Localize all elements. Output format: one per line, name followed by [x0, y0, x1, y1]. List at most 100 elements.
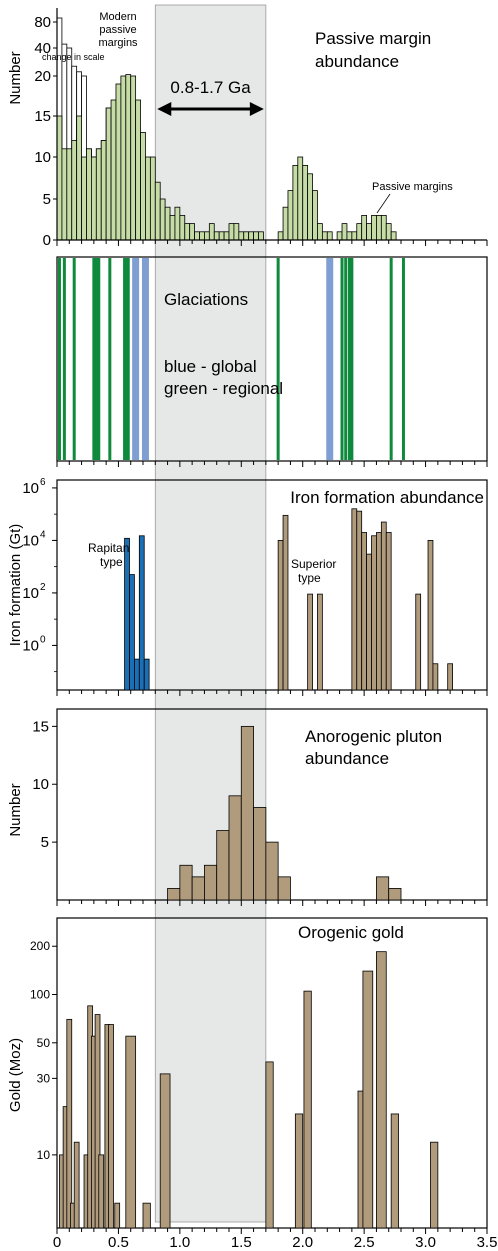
- chart-title: Iron formation abundance: [290, 488, 484, 507]
- gold-bar: [108, 1024, 114, 1229]
- chart-title: abundance: [305, 749, 389, 768]
- gold-bar: [98, 1154, 105, 1229]
- y-tick-exponent: 4: [40, 529, 46, 540]
- x-tick-label: 1.0: [169, 1234, 190, 1251]
- gold-bar: [303, 990, 312, 1229]
- glaciation-regional: [344, 258, 348, 460]
- y-tick-label: 50: [37, 1036, 51, 1050]
- passive-bar: [159, 198, 166, 241]
- superior-bar: [317, 593, 323, 691]
- passive-bar: [366, 223, 372, 241]
- passive-bar: [307, 173, 313, 241]
- passive-bar: [312, 190, 318, 241]
- x-tick-label: 2.5: [354, 1234, 375, 1251]
- shaded-interval: [154, 4, 267, 1223]
- pluton-bar: [167, 888, 181, 901]
- annotation-modern: Modern: [99, 11, 136, 23]
- passive-bar: [243, 231, 250, 241]
- annotation-superior: Superior: [291, 557, 336, 571]
- passive-bar: [91, 156, 97, 241]
- passive-bar: [282, 206, 289, 241]
- rapitan-bar: [138, 535, 145, 691]
- passive-bar: [390, 231, 397, 241]
- passive-bar: [213, 231, 220, 241]
- passive-bar: [371, 214, 377, 241]
- glaciation-regional: [347, 258, 351, 460]
- gold-bar: [362, 970, 374, 1229]
- rapitan-bar: [143, 658, 150, 691]
- passive-bar: [184, 223, 191, 241]
- y-axis-label: Number: [7, 783, 24, 836]
- pluton-bar: [240, 725, 254, 901]
- x-tick-label: 2.0: [292, 1234, 313, 1251]
- glaciation-regional: [340, 258, 344, 460]
- y-tick-label: 80: [34, 14, 51, 31]
- glaciation-global: [132, 258, 140, 460]
- passive-bar: [380, 214, 387, 241]
- y-tick-exponent: 2: [40, 582, 46, 593]
- y-tick-label: 10: [22, 637, 39, 654]
- glaciation-regional: [350, 258, 354, 460]
- passive-bar: [326, 231, 333, 241]
- y-tick-label: 10: [22, 532, 39, 549]
- passive-bar: [228, 223, 235, 241]
- superior-bar: [282, 514, 289, 691]
- rapitan-bar: [124, 537, 130, 691]
- rapitan-bar: [133, 658, 140, 691]
- passive-bar: [105, 107, 112, 241]
- glaciation-regional: [108, 258, 112, 460]
- passive-bar: [385, 223, 392, 241]
- passive-bar: [189, 223, 196, 241]
- passive-bar: [100, 140, 107, 241]
- glaciation-regional: [401, 258, 405, 460]
- annotation-rapitan: type: [100, 555, 123, 569]
- pluton-bar: [253, 806, 267, 901]
- legend-regional: green - regional: [164, 379, 283, 398]
- chart-title: Anorogenic pluton: [305, 727, 442, 746]
- chart-passive-margin: 0 5 10 15 20 40 80 Number Passive margin abundanc…: [7, 8, 488, 249]
- y-tick-label: 10: [22, 585, 39, 602]
- passive-bar: [61, 148, 68, 241]
- y-tick-label: 20: [34, 68, 51, 85]
- y-tick-label: 10: [22, 480, 39, 497]
- x-tick-label: 0.5: [108, 1234, 129, 1251]
- passive-bar: [277, 231, 284, 241]
- passive-bar: [174, 206, 181, 241]
- annotation-modern: margins: [98, 37, 138, 49]
- passive-bar: [204, 231, 210, 241]
- glaciation-regional: [62, 258, 66, 460]
- superior-bar: [380, 521, 387, 691]
- passive-bar: [56, 115, 63, 241]
- chart-title: Passive margin: [315, 29, 431, 48]
- superior-bar: [307, 593, 313, 691]
- passive-bar: [95, 148, 102, 241]
- passive-bar: [208, 223, 215, 241]
- gold-bar: [159, 1073, 171, 1229]
- annotation-change-in-scale: change in scale: [42, 52, 105, 62]
- pluton-bar: [216, 830, 230, 901]
- gold-bar: [376, 951, 387, 1229]
- passive-bar: [135, 99, 141, 241]
- chart-title: abundance: [315, 52, 399, 71]
- y-axis-label: Number: [7, 51, 24, 104]
- chart-anorogenic-pluton: 5 10 15 Number Anorogenic pluton abundance: [7, 708, 488, 906]
- annotation-modern: passive: [99, 24, 136, 36]
- passive-bar: [154, 181, 161, 241]
- passive-bar: [341, 223, 348, 241]
- passive-bar: [169, 214, 176, 241]
- chart-title: Orogenic gold: [298, 923, 404, 942]
- x-tick-label: 3.5: [477, 1234, 498, 1251]
- passive-bar: [253, 231, 259, 241]
- glaciation-regional: [389, 258, 393, 460]
- superior-bar: [351, 508, 358, 691]
- passive-bar: [199, 231, 205, 241]
- chart-orogenic-gold: 10 30 50 100 200 Gold (Moz) Orogenic gold: [7, 917, 488, 1234]
- pluton-bar: [388, 888, 402, 901]
- legend-global: blue - global: [164, 357, 257, 376]
- y-tick-label: 5: [43, 191, 51, 208]
- annotation-passive-margins: Passive margins: [372, 181, 453, 193]
- panel-frame: [56, 479, 488, 691]
- superior-bar: [415, 593, 422, 691]
- y-tick-exponent: 6: [40, 477, 46, 488]
